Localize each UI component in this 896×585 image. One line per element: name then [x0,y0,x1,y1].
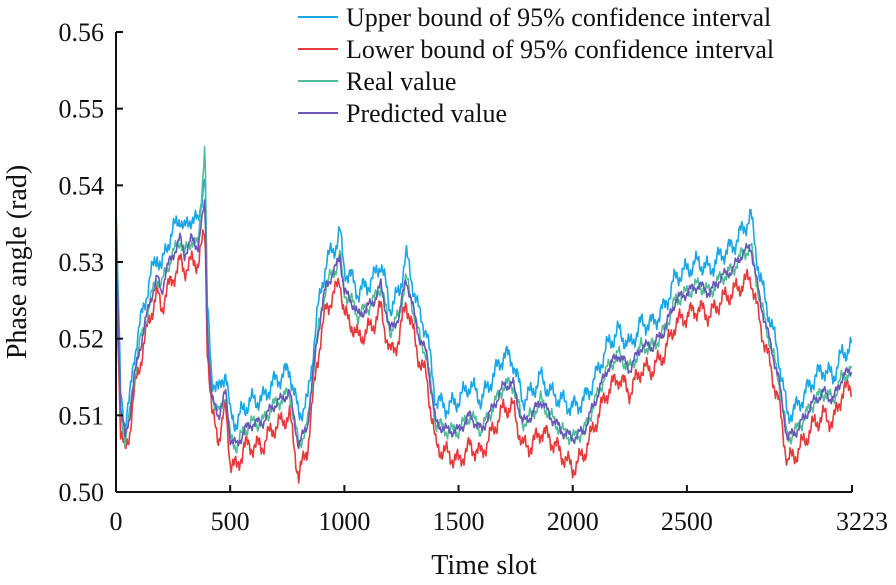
series-line-lower [115,229,853,484]
y-tick-label: 0.55 [59,95,105,124]
x-tick-label: 1000 [318,507,370,536]
legend-upper-label: Upper bound of 95% confidence interval [346,3,771,32]
legend-lower-label: Lower bound of 95% confidence interval [346,35,774,64]
legend: Upper bound of 95% confidence interval Lo… [298,3,774,128]
x-axis-title: Time slot [431,550,537,581]
series-line-upper [115,178,853,432]
y-axis-title: Phase angle (rad) [2,165,33,359]
x-tick-label: 2500 [661,507,713,536]
y-tick-label: 0.51 [59,401,105,430]
x-tick-label: 500 [211,507,250,536]
x-tick-label: 3223 [836,507,888,536]
legend-predicted-label: Predicted value [346,99,507,128]
y-tick-label: 0.56 [59,18,105,47]
x-tick-label: 0 [110,507,123,536]
y-tick-label: 0.50 [59,478,105,507]
y-tick-label: 0.53 [59,248,105,277]
legend-real-label: Real value [346,67,456,96]
y-tick-label: 0.52 [59,325,105,354]
y-tick-label: 0.54 [59,171,105,200]
ticks-layer: 0.50 0.51 0.52 0.53 0.54 0.55 0.56 0 500 1000 1500… [59,18,889,536]
x-tick-label: 2000 [547,507,599,536]
series-layer [115,145,853,484]
series-line-predicted [115,199,853,450]
x-tick-label: 1500 [433,507,485,536]
